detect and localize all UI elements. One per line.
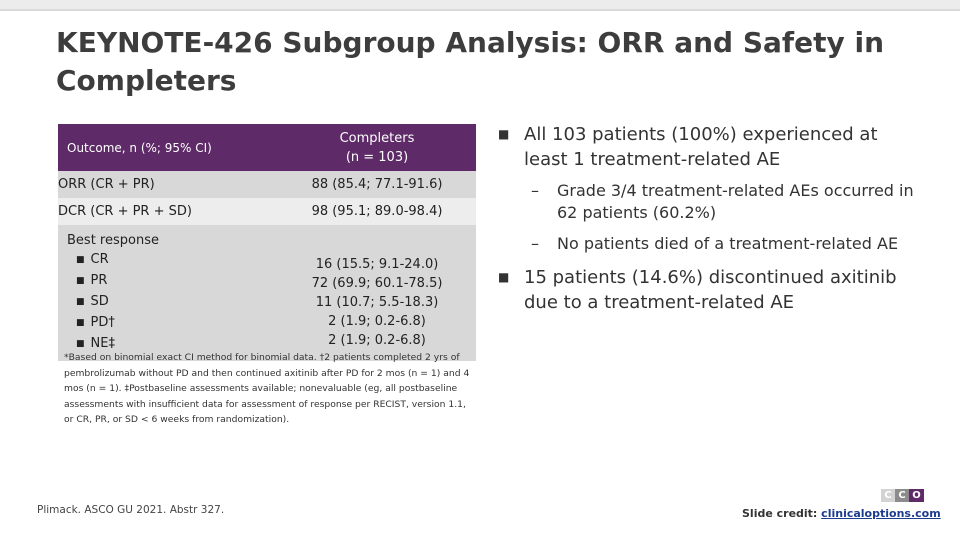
header-completers-line1: Completers	[339, 130, 415, 146]
list-item: ■ CR	[76, 252, 109, 267]
logo-letter: O	[909, 489, 924, 502]
value-pr: 72 (69.9; 60.1-78.5)	[311, 276, 443, 291]
cco-logo: C C O	[881, 489, 924, 502]
list-item: ■ PD†	[76, 315, 115, 330]
sub-bullet-2: – No patients died of a treatment-relate…	[531, 234, 899, 253]
value-sd: 11 (10.7; 5.5-18.3)	[315, 295, 439, 310]
square-bullet-icon: ■	[76, 255, 85, 265]
list-item: ■ NE‡	[76, 336, 115, 351]
list-item: ■ SD	[76, 294, 109, 309]
top-rule	[0, 0, 960, 9]
sub-bullet-1: – Grade 3/4 treatment-related AEs occurr…	[531, 181, 914, 222]
top-rule-accent	[0, 9, 960, 11]
best-response-labels: Best response ■ CR ■ PR ■ SD ■ PD† ■ NE‡	[58, 225, 278, 361]
slide-credit: Slide credit: clinicaloptions.com	[742, 507, 941, 520]
square-bullet-icon: ■	[76, 276, 85, 286]
row-label: DCR (CR + PR + SD)	[58, 204, 192, 219]
value-ne: 2 (1.9; 0.2-6.8)	[328, 333, 426, 348]
dash-bullet-icon: –	[531, 234, 539, 253]
bullet-2: ■ 15 patients (14.6%) discontinued axiti…	[498, 267, 897, 313]
square-bullet-icon: ■	[76, 339, 85, 349]
header-completers-line2: (n = 103)	[345, 149, 409, 165]
table-row: ORR (CR + PR) 88 (85.4; 77.1-91.6)	[58, 171, 476, 198]
table-row-best-response: Best response ■ CR ■ PR ■ SD ■ PD† ■ NE‡ 16 (…	[58, 225, 476, 361]
outcome-table: Outcome, n (%; 95% CI) Completers (n = 1…	[58, 124, 476, 361]
header-completers: Completers (n = 103)	[278, 124, 476, 171]
best-response-values: 16 (15.5; 9.1-24.0) 72 (69.9; 60.1-78.5)…	[278, 225, 476, 361]
value-cr: 16 (15.5; 9.1-24.0)	[315, 257, 439, 272]
square-bullet-icon: ■	[76, 297, 85, 307]
list-item: ■ PR	[76, 273, 108, 288]
row-value: 88 (85.4; 77.1-91.6)	[311, 177, 443, 192]
value-pd: 2 (1.9; 0.2-6.8)	[328, 314, 426, 329]
slide-title: KEYNOTE-426 Subgroup Analysis: ORR and S…	[56, 26, 884, 97]
row-label: ORR (CR + PR)	[58, 177, 155, 192]
table-row: DCR (CR + PR + SD) 98 (95.1; 89.0-98.4)	[58, 198, 476, 225]
best-response-label: Best response	[67, 233, 159, 248]
row-value: 98 (95.1; 89.0-98.4)	[311, 204, 443, 219]
square-bullet-icon: ■	[498, 127, 510, 141]
header-outcome: Outcome, n (%; 95% CI)	[67, 140, 212, 155]
table-header-row: Outcome, n (%; 95% CI) Completers (n = 1…	[58, 124, 476, 171]
bullet-1: ■ All 103 patients (100%) experienced at…	[498, 124, 878, 170]
source-citation: Plimack. ASCO GU 2021. Abstr 327.	[37, 504, 225, 516]
table-footnote: *Based on binomial exact CI method for b…	[64, 352, 470, 425]
logo-letter: C	[881, 489, 895, 502]
square-bullet-icon: ■	[76, 318, 85, 328]
logo-letter: C	[895, 489, 909, 502]
clinicaloptions-link[interactable]: clinicaloptions.com	[821, 507, 941, 520]
slide-credit-label: Slide credit:	[742, 507, 822, 520]
dash-bullet-icon: –	[531, 181, 539, 200]
square-bullet-icon: ■	[498, 270, 510, 284]
